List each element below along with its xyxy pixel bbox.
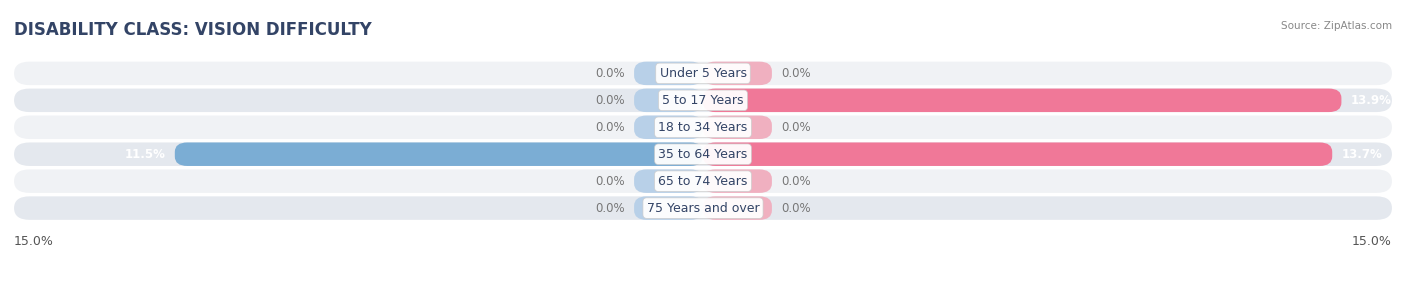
Text: Source: ZipAtlas.com: Source: ZipAtlas.com (1281, 21, 1392, 31)
Text: 0.0%: 0.0% (595, 121, 624, 134)
FancyBboxPatch shape (703, 169, 772, 193)
Text: 18 to 34 Years: 18 to 34 Years (658, 121, 748, 134)
FancyBboxPatch shape (703, 196, 772, 220)
Text: 13.9%: 13.9% (1351, 94, 1392, 107)
Text: 15.0%: 15.0% (14, 235, 53, 248)
Text: 0.0%: 0.0% (782, 202, 811, 215)
Legend: Male, Female: Male, Female (631, 303, 775, 304)
FancyBboxPatch shape (634, 88, 703, 112)
FancyBboxPatch shape (703, 116, 772, 139)
Text: DISABILITY CLASS: VISION DIFFICULTY: DISABILITY CLASS: VISION DIFFICULTY (14, 21, 371, 39)
Text: 0.0%: 0.0% (595, 67, 624, 80)
FancyBboxPatch shape (14, 196, 1392, 220)
FancyBboxPatch shape (703, 143, 1333, 166)
Text: 0.0%: 0.0% (595, 94, 624, 107)
Text: Under 5 Years: Under 5 Years (659, 67, 747, 80)
FancyBboxPatch shape (634, 62, 703, 85)
Text: 75 Years and over: 75 Years and over (647, 202, 759, 215)
Text: 13.7%: 13.7% (1341, 148, 1382, 161)
FancyBboxPatch shape (703, 62, 772, 85)
FancyBboxPatch shape (174, 143, 703, 166)
Text: 35 to 64 Years: 35 to 64 Years (658, 148, 748, 161)
FancyBboxPatch shape (14, 62, 1392, 85)
FancyBboxPatch shape (634, 116, 703, 139)
Text: 0.0%: 0.0% (782, 67, 811, 80)
Text: 0.0%: 0.0% (595, 175, 624, 188)
Text: 5 to 17 Years: 5 to 17 Years (662, 94, 744, 107)
FancyBboxPatch shape (634, 196, 703, 220)
FancyBboxPatch shape (703, 88, 1341, 112)
Text: 0.0%: 0.0% (595, 202, 624, 215)
FancyBboxPatch shape (634, 169, 703, 193)
Text: 0.0%: 0.0% (782, 121, 811, 134)
Text: 65 to 74 Years: 65 to 74 Years (658, 175, 748, 188)
Text: 15.0%: 15.0% (1353, 235, 1392, 248)
FancyBboxPatch shape (14, 116, 1392, 139)
FancyBboxPatch shape (14, 143, 1392, 166)
Text: 0.0%: 0.0% (782, 175, 811, 188)
Text: 11.5%: 11.5% (125, 148, 166, 161)
FancyBboxPatch shape (14, 88, 1392, 112)
FancyBboxPatch shape (14, 169, 1392, 193)
